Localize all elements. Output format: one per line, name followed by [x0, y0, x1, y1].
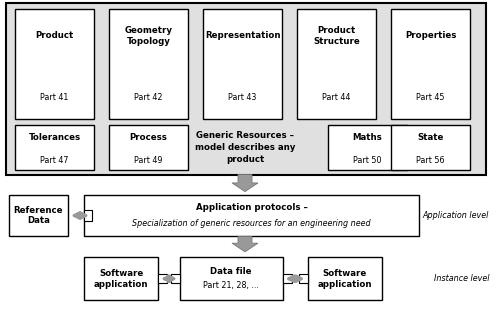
Text: Part 49: Part 49	[134, 156, 163, 165]
Text: State: State	[418, 133, 444, 142]
Text: Product: Product	[36, 31, 74, 40]
Text: Part 21, 28, ...: Part 21, 28, ...	[204, 281, 259, 290]
Bar	[109, 9, 188, 119]
Text: Generic Resources –
model describes any
product: Generic Resources – model describes any …	[195, 131, 295, 164]
Bar	[171, 274, 180, 283]
Bar	[180, 257, 282, 300]
Text: Part 43: Part 43	[228, 92, 256, 102]
Bar	[9, 195, 68, 236]
Text: Representation: Representation	[205, 31, 280, 40]
Text: Part 42: Part 42	[134, 92, 163, 102]
Bar	[308, 257, 382, 300]
Text: application: application	[318, 280, 372, 289]
Text: Software: Software	[99, 269, 143, 278]
Text: Properties: Properties	[405, 31, 456, 40]
Bar	[158, 274, 167, 283]
Bar	[84, 257, 158, 300]
Text: application: application	[94, 280, 148, 289]
Bar	[203, 9, 282, 119]
Text: Part 41: Part 41	[40, 92, 68, 102]
Text: Data: Data	[27, 216, 50, 225]
Text: Geometry
Topology: Geometry Topology	[124, 26, 172, 46]
Text: Instance level: Instance level	[434, 274, 489, 283]
Text: Specialization of generic resources for an engineering need: Specialization of generic resources for …	[132, 218, 371, 227]
Text: Part 44: Part 44	[322, 92, 350, 102]
Text: Reference: Reference	[14, 206, 63, 215]
Bar	[391, 125, 470, 170]
Bar	[298, 274, 308, 283]
Text: Maths: Maths	[352, 133, 382, 142]
Text: Tolerances: Tolerances	[28, 133, 80, 142]
Text: Application protocols –: Application protocols –	[196, 203, 308, 212]
Text: Part 45: Part 45	[416, 92, 445, 102]
Bar	[328, 125, 407, 170]
FancyArrow shape	[232, 175, 258, 192]
Bar	[15, 9, 94, 119]
Bar	[282, 274, 292, 283]
Bar	[6, 3, 486, 175]
Bar	[297, 9, 376, 119]
Bar	[15, 125, 94, 170]
Bar	[84, 210, 92, 221]
Text: Part 50: Part 50	[353, 156, 382, 165]
Text: Part 47: Part 47	[40, 156, 69, 165]
Text: Data file: Data file	[210, 267, 252, 277]
Text: Process: Process	[130, 133, 168, 142]
Text: Software: Software	[322, 269, 366, 278]
Text: Product
Structure: Product Structure	[313, 26, 360, 46]
Bar	[84, 195, 419, 236]
Bar	[391, 9, 470, 119]
Bar	[109, 125, 188, 170]
Text: Application level: Application level	[422, 211, 489, 220]
Text: Part 56: Part 56	[416, 156, 445, 165]
FancyArrow shape	[232, 236, 258, 252]
